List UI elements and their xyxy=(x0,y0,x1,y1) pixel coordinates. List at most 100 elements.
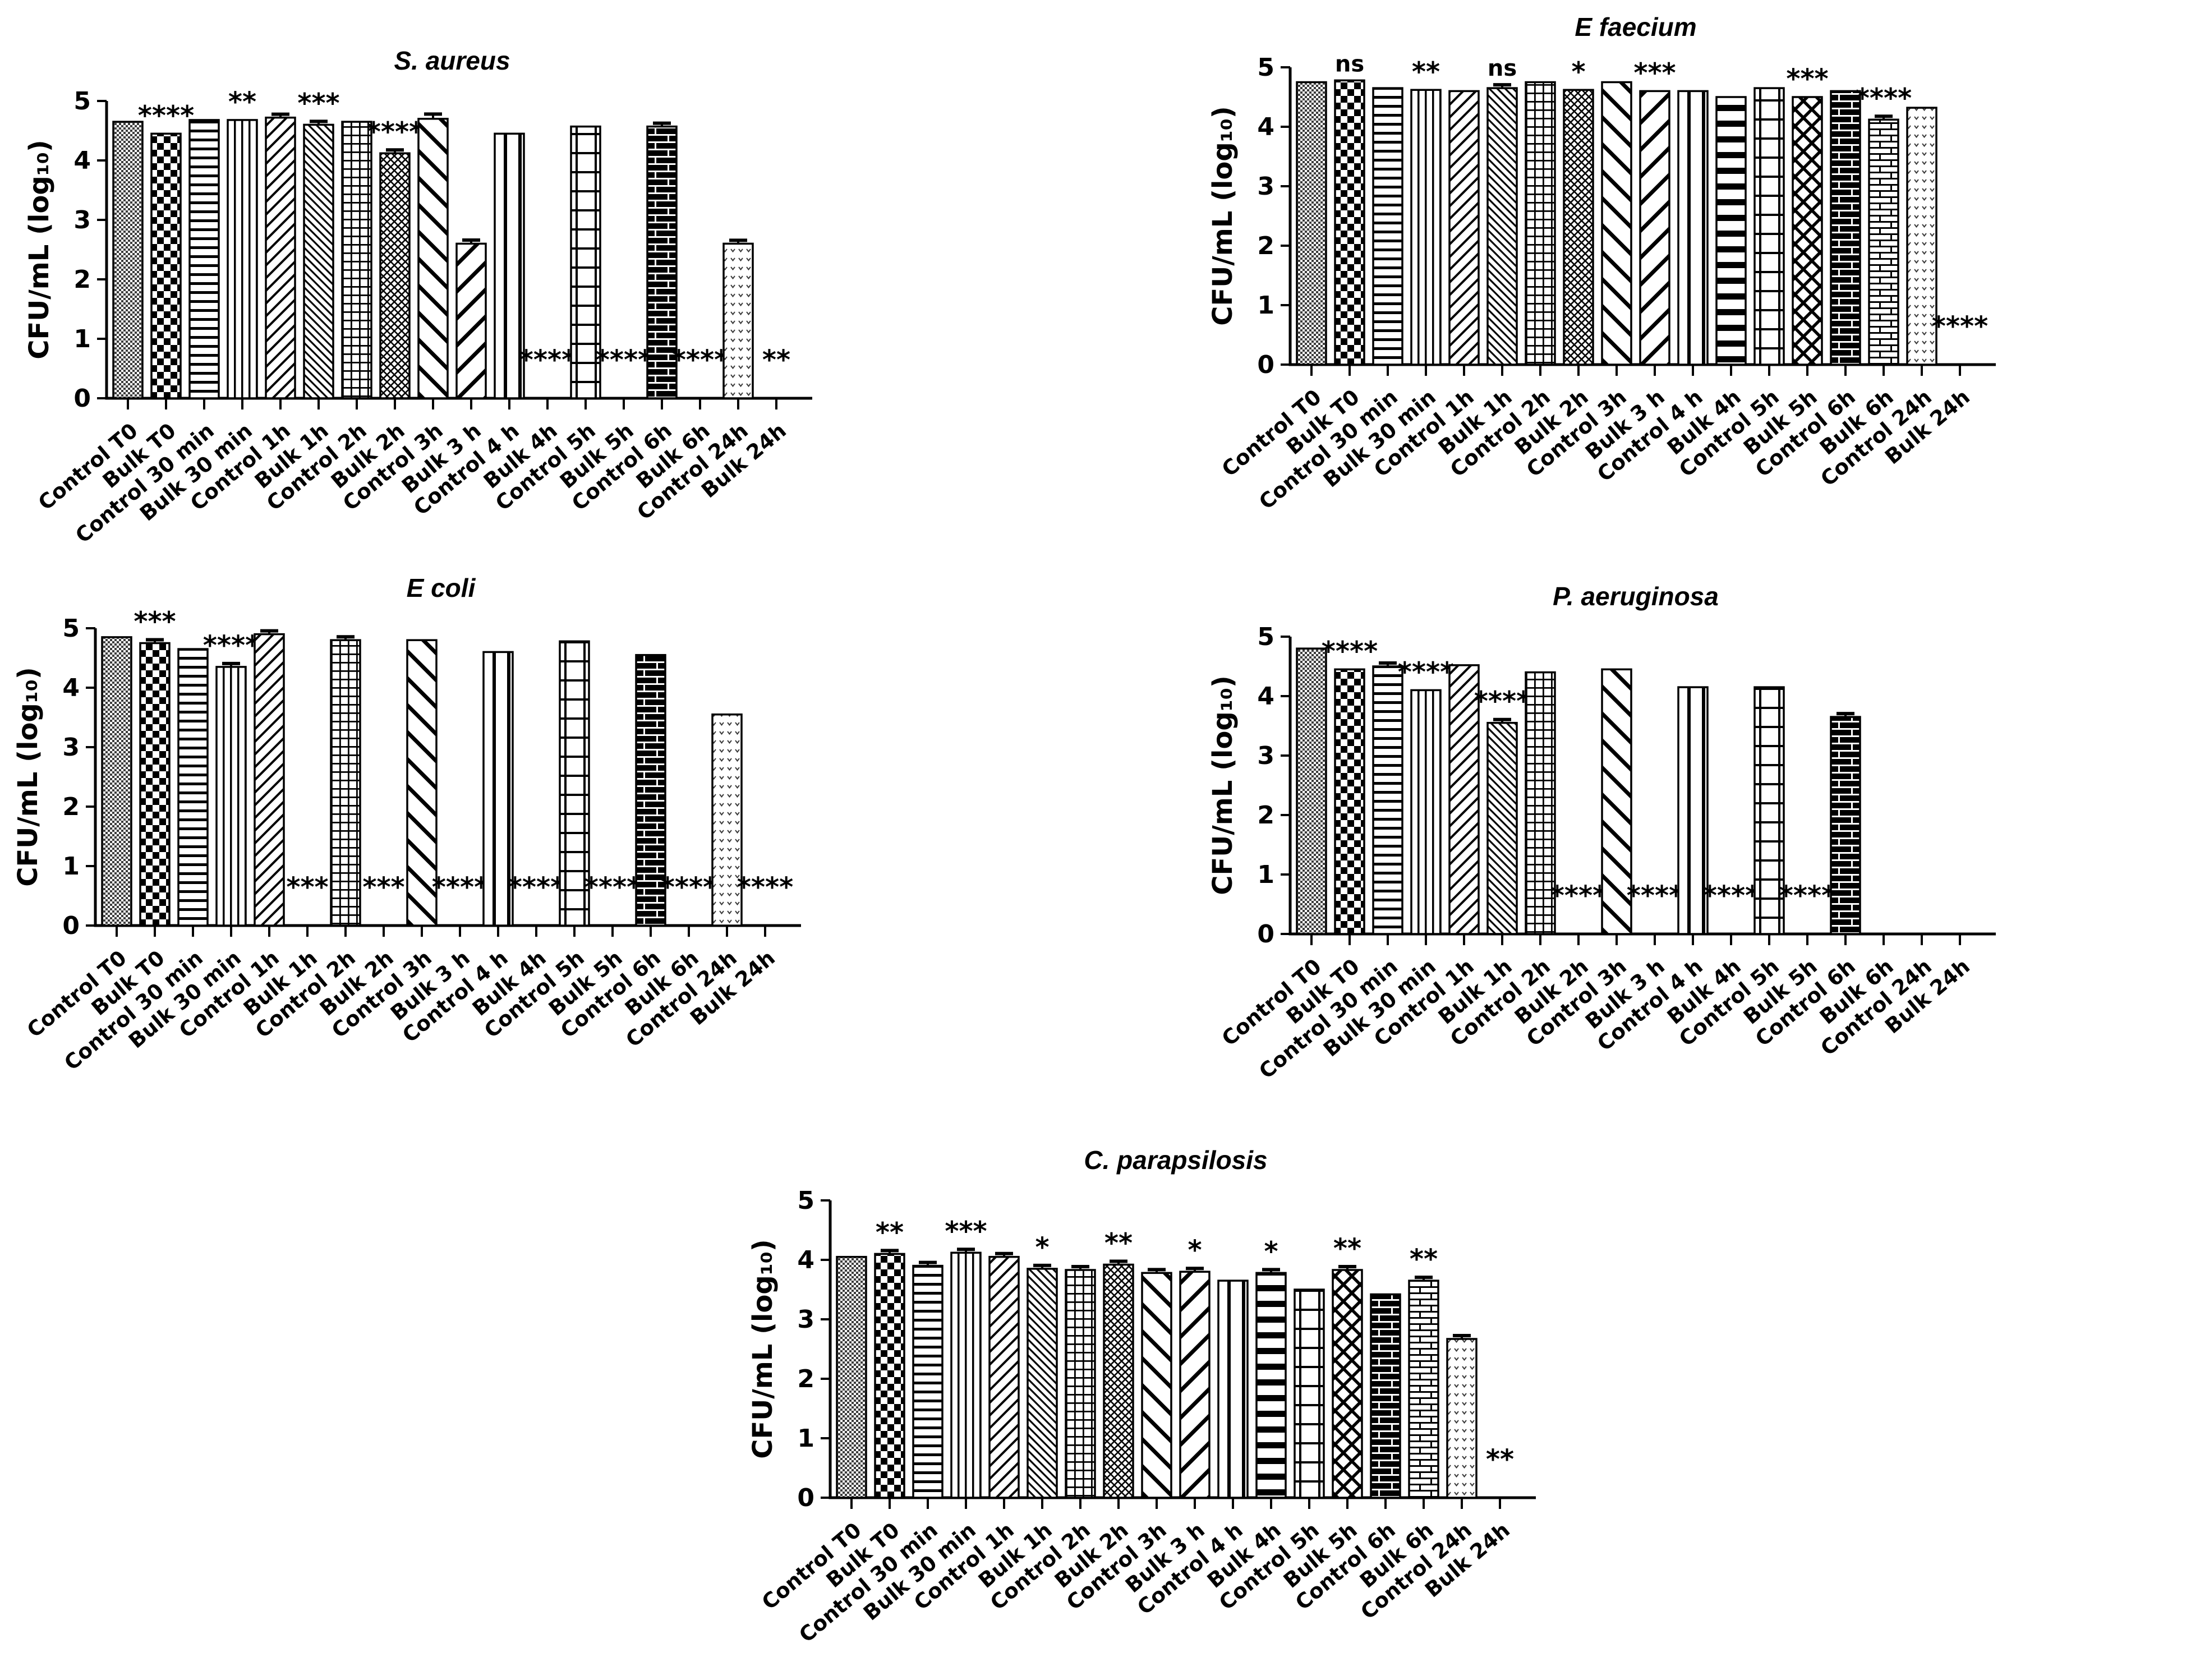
significance-marker: ** xyxy=(876,1217,904,1248)
bar xyxy=(1715,96,1747,366)
bar xyxy=(1296,647,1327,935)
bar xyxy=(1370,1293,1401,1499)
bar xyxy=(1296,81,1327,366)
y-tick-label: 2 xyxy=(73,265,91,294)
bar xyxy=(1410,689,1442,935)
bar xyxy=(711,713,743,927)
chart-c-parapsilosis: C. parapsilosis 0 1 2 3 4 5 CFU/mL (log₁₀) Cont… xyxy=(746,1142,1621,1680)
significance-marker: ** xyxy=(1412,56,1440,88)
significance-marker: **** xyxy=(138,100,194,131)
significance-marker: *** xyxy=(286,872,328,903)
bar xyxy=(635,653,666,927)
bar xyxy=(406,639,438,927)
significance-marker: ** xyxy=(1333,1233,1361,1264)
chart-s-aureus: S. aureus 0 1 2 3 4 5 CFU/mL (log₁₀) Control T0… xyxy=(22,42,898,581)
y-tick-label: 0 xyxy=(1257,920,1274,949)
y-tick-label: 3 xyxy=(73,206,91,234)
bar xyxy=(455,242,487,399)
bar xyxy=(570,125,601,399)
y-tick-label: 2 xyxy=(1257,801,1274,830)
chart-title-s-aureus: S. aureus xyxy=(394,46,510,75)
y-tick-label: 0 xyxy=(62,912,80,940)
significance-marker: **** xyxy=(1932,311,1988,342)
significance-marker: **** xyxy=(661,872,717,903)
bar xyxy=(1217,1279,1249,1499)
bar xyxy=(1372,665,1403,935)
bar xyxy=(1103,1263,1134,1499)
bar xyxy=(177,648,209,927)
bar xyxy=(341,121,372,399)
bar xyxy=(1448,664,1480,935)
y-tick-label: 5 xyxy=(1257,623,1274,651)
y-tick-label: 1 xyxy=(62,852,80,881)
y-tick-label: 2 xyxy=(1257,232,1274,260)
bar xyxy=(559,640,590,927)
bar xyxy=(1830,716,1861,935)
y-tick-label: 1 xyxy=(1257,860,1274,889)
significance-marker: *** xyxy=(1633,57,1676,89)
bar xyxy=(1601,81,1632,366)
chart-title-c-parapsilosis: C. parapsilosis xyxy=(1084,1145,1268,1175)
significance-marker: **** xyxy=(672,344,728,376)
y-tick-label: 3 xyxy=(797,1305,814,1334)
chart-e-coli: E coli 0 1 2 3 4 5 CFU/mL (log₁₀) Control T0 Bul… xyxy=(11,569,886,1108)
bar xyxy=(265,116,296,399)
bar xyxy=(1027,1268,1058,1499)
bar xyxy=(646,125,678,399)
bar xyxy=(254,633,285,927)
bar xyxy=(417,118,449,399)
significance-marker: **** xyxy=(1779,880,1835,912)
bar xyxy=(1410,89,1442,366)
bar xyxy=(1065,1269,1096,1499)
significance-marker: **** xyxy=(432,872,488,903)
y-tick-label: 3 xyxy=(62,733,80,762)
y-tick-label: 5 xyxy=(73,87,91,116)
bar xyxy=(1448,90,1480,366)
significance-marker: **** xyxy=(584,872,641,903)
bar xyxy=(1601,668,1632,935)
bar xyxy=(1255,1272,1287,1499)
significance-marker: **** xyxy=(1474,686,1530,717)
significance-marker: *** xyxy=(1786,63,1828,95)
bar xyxy=(1141,1272,1172,1499)
bar xyxy=(330,639,361,927)
significance-marker: **** xyxy=(737,872,793,903)
bar xyxy=(1753,686,1785,935)
significance-marker: **** xyxy=(508,872,564,903)
bar xyxy=(912,1264,943,1499)
y-axis-label: CFU/mL (log₁₀) xyxy=(747,1239,779,1459)
significance-marker: ** xyxy=(762,344,790,376)
y-tick-label: 0 xyxy=(1257,351,1274,379)
bar xyxy=(1906,107,1937,366)
y-tick-label: 5 xyxy=(62,614,80,643)
y-tick-label: 4 xyxy=(62,674,80,702)
significance-marker: **** xyxy=(519,344,576,376)
significance-marker: *** xyxy=(362,872,404,903)
bar xyxy=(1372,87,1403,366)
y-tick-label: 1 xyxy=(73,325,91,353)
significance-marker: **** xyxy=(596,344,652,376)
y-tick-label: 4 xyxy=(1257,682,1274,711)
significance-marker: * xyxy=(1035,1232,1049,1263)
bar xyxy=(150,132,182,399)
significance-marker: **** xyxy=(1550,880,1607,912)
significance-marker: **** xyxy=(203,630,259,661)
chart-title-e-faecium: E faecium xyxy=(1575,12,1697,42)
bar xyxy=(1334,668,1365,935)
bar xyxy=(874,1253,905,1499)
y-axis-label: CFU/mL (log₁₀) xyxy=(1207,675,1239,895)
bar xyxy=(1446,1338,1478,1499)
bar xyxy=(1525,671,1556,935)
bar xyxy=(722,242,754,399)
bar xyxy=(1792,96,1823,366)
significance-marker: * xyxy=(1264,1236,1278,1267)
y-tick-label: 2 xyxy=(797,1365,814,1393)
bar xyxy=(1677,686,1709,935)
y-tick-label: 3 xyxy=(1257,742,1274,770)
y-tick-label: 3 xyxy=(1257,172,1274,201)
y-tick-label: 4 xyxy=(1257,113,1274,141)
